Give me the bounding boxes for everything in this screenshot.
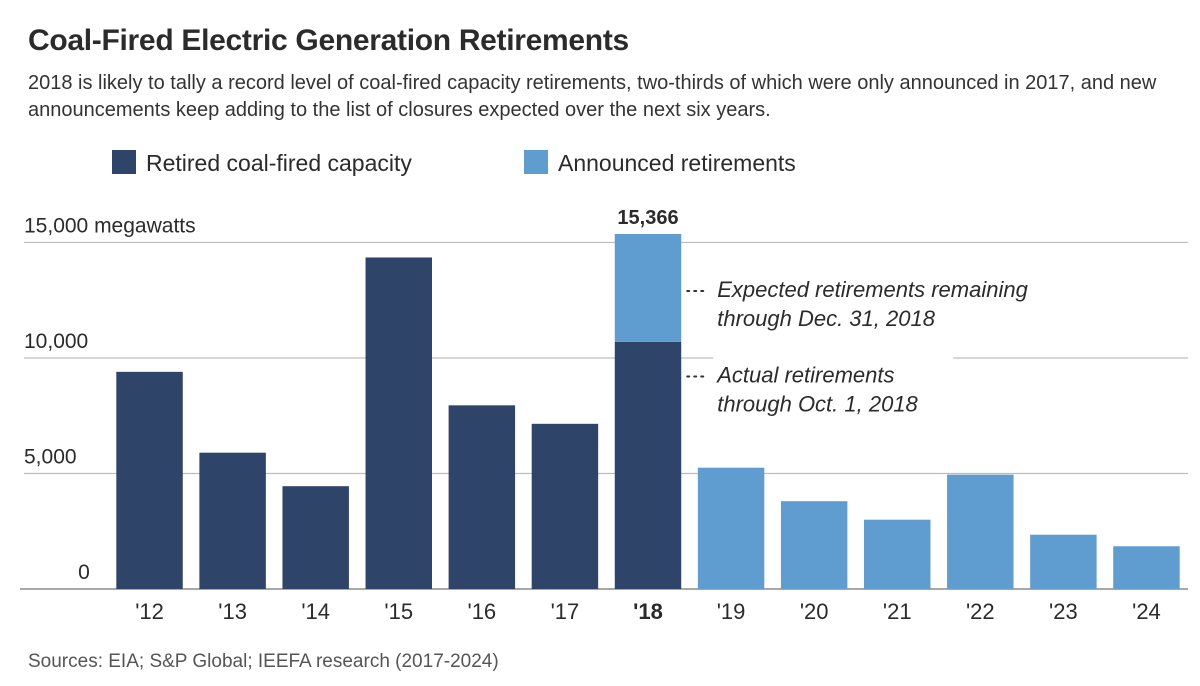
annotation-background-1 xyxy=(713,352,954,415)
bar-announced-retirements-21 xyxy=(864,519,931,589)
x-tick-label-15: '15 xyxy=(384,599,413,624)
legend-swatch-announced xyxy=(524,150,548,174)
x-tick-label-14: '14 xyxy=(301,599,330,624)
x-tick-label-13: '13 xyxy=(218,599,247,624)
x-tick-label-16: '16 xyxy=(468,599,497,624)
x-tick-label-24: '24 xyxy=(1132,599,1161,624)
bar-retired-coal-fired-capacity-14 xyxy=(282,486,349,589)
legend-label-announced: Announced retirements xyxy=(558,150,796,176)
bar-announced-retirements-19 xyxy=(697,467,765,589)
x-axis-labels: '12 '13 '14 '15 '16 '17 '18 '19 '20 '21 '22 '23 '24 xyxy=(135,599,1161,624)
bar-retired-coal-fired-capacity-17 xyxy=(531,423,599,589)
x-tick-label-17: '17 xyxy=(551,599,580,624)
bar-retired-coal-fired-capacity-12 xyxy=(116,371,183,589)
annotations: Expected retirements remaining through De… xyxy=(686,266,1067,416)
bar-announced-retirements-23 xyxy=(1030,534,1097,589)
annotation-text-0-0: Expected retirements remaining xyxy=(717,277,1028,302)
x-tick-label-18: '18 xyxy=(633,599,663,624)
bar-announced-retirements-20 xyxy=(780,501,848,589)
chart-title: Coal-Fired Electric Generation Retiremen… xyxy=(28,24,629,57)
data-label-18: 15,366 xyxy=(617,207,678,229)
x-tick-label-12: '12 xyxy=(135,599,164,624)
annotation-background-0 xyxy=(713,266,1067,329)
unit-label-background xyxy=(20,208,240,237)
chart-subtitle: 2018 is likely to tally a record level o… xyxy=(28,72,1157,121)
bar-retired-coal-fired-capacity-13 xyxy=(199,452,266,589)
annotation-text-0-1: through Dec. 31, 2018 xyxy=(717,306,935,331)
legend-label-retired: Retired coal-fired capacity xyxy=(146,150,412,176)
legend-swatch-retired xyxy=(112,150,136,174)
bar-announced-retirements-18 xyxy=(614,234,682,342)
x-tick-label-20: '20 xyxy=(800,599,829,624)
bars: 15,366 xyxy=(116,207,1180,589)
bar-announced-retirements-24 xyxy=(1113,546,1180,589)
bar-retired-coal-fired-capacity-16 xyxy=(448,405,516,589)
legend: Retired coal-fired capacity Announced re… xyxy=(112,150,796,176)
y-tick-label-15000: 15,000 megawatts xyxy=(24,214,196,237)
y-tick-label-5000: 5,000 xyxy=(24,445,77,468)
annotation-text-1-1: through Oct. 1, 2018 xyxy=(717,391,918,416)
bar-retired-coal-fired-capacity-18 xyxy=(614,341,682,589)
x-tick-label-23: '23 xyxy=(1049,599,1078,624)
y-tick-label-0: 0 xyxy=(78,561,90,584)
source-note: Sources: EIA; S&P Global; IEEFA research… xyxy=(28,651,499,672)
x-tick-label-22: '22 xyxy=(966,599,995,624)
y-axis-labels: 0 5,000 10,000 15,000 megawatts xyxy=(20,208,240,584)
y-tick-label-10000: 10,000 xyxy=(24,330,88,353)
bar-announced-retirements-22 xyxy=(947,474,1014,589)
annotation-text-1-0: Actual retirements xyxy=(715,362,894,387)
x-tick-label-21: '21 xyxy=(883,599,912,624)
bar-retired-coal-fired-capacity-15 xyxy=(365,257,432,589)
x-tick-label-19: '19 xyxy=(717,599,746,624)
